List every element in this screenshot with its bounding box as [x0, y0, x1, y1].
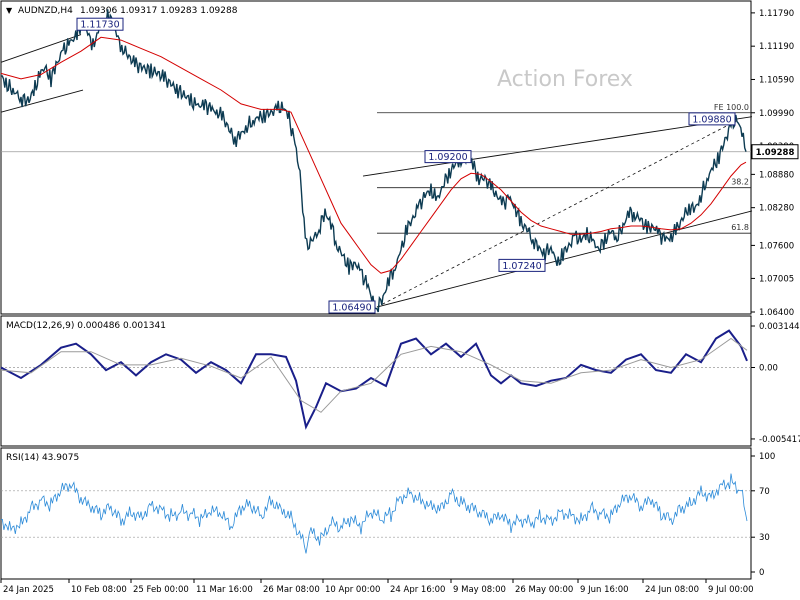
price-annotations: 1.11730 1.06490 1.09200 1.07240 1.09880 1.092…	[76, 17, 799, 314]
x-axis-label: 11 Mar 16:00	[196, 585, 253, 595]
x-axis-label: 10 Apr 00:00	[325, 585, 380, 595]
macd-line	[0, 329, 748, 430]
x-axis: 24 Jan 2025 10 Feb 08:00 25 Feb 00:00 11 Ma…	[0, 579, 754, 595]
watermark: Action Forex	[497, 67, 633, 92]
annotation-box	[328, 300, 376, 314]
macd-signal-line	[0, 337, 748, 413]
price-annotation: 1.09880	[688, 112, 736, 126]
collapse-arrow-icon[interactable]: ▼	[6, 6, 13, 15]
annotation-box	[424, 150, 472, 164]
price-y-tick-label: 1.09990	[759, 109, 794, 119]
annotation-text: 1.09880	[692, 114, 731, 125]
macd-panel-title: MACD(12,26,9) 0.000486 0.001341	[6, 321, 166, 331]
annotation-text: 1.09200	[428, 152, 467, 163]
annotation-box	[688, 112, 736, 126]
macd-y-tick-label: 0.00	[759, 363, 778, 373]
price-y-tick-label: 1.10590	[759, 75, 794, 85]
x-axis-label: 10 Feb 08:00	[71, 585, 127, 595]
price-annotation: 1.07240	[498, 258, 546, 272]
rsi-series	[0, 473, 748, 554]
moving-average-line	[0, 36, 747, 274]
price-panel[interactable]	[0, 0, 752, 315]
rsi-y-tick-label: 100	[759, 452, 775, 462]
macd-series	[0, 329, 748, 430]
x-axis-label: 26 Mar 08:00	[263, 585, 320, 595]
projection-dashed-line	[376, 120, 738, 308]
current-price-box	[751, 144, 799, 160]
rsi-y-tick-label: 0	[759, 568, 764, 578]
price-y-tick-label: 1.11790	[759, 9, 794, 19]
price-y-tick-label: 1.06400	[759, 308, 794, 318]
fib-level-label: 61.8	[731, 223, 749, 232]
current-price-tag: 1.09288	[751, 144, 799, 160]
annotation-text: 1.07240	[502, 261, 541, 272]
fib-level-label: FE 100.0	[714, 103, 749, 112]
rsi-panel[interactable]	[0, 447, 752, 580]
trend-channel-line	[0, 89, 84, 113]
rsi-y-tick-label: 30	[759, 533, 770, 543]
price-y-tick-label: 1.08280	[759, 204, 794, 214]
price-y-tick-label: 1.07600	[759, 241, 794, 251]
rsi-y-axis: 100 70 30 0	[1, 452, 775, 578]
macd-y-tick-label: 0.003144	[759, 322, 800, 332]
price-y-tick-label: 1.11190	[759, 42, 794, 52]
price-y-axis: 1.117901.111901.105901.099901.093901.088…	[751, 9, 794, 318]
x-axis-label: 24 Jun 08:00	[645, 585, 699, 595]
fib-level-label: 38.2	[731, 178, 749, 187]
x-axis-label: 26 May 00:00	[515, 585, 573, 595]
x-axis-label: 25 Feb 00:00	[133, 585, 189, 595]
annotation-box	[76, 17, 124, 31]
price-panel-title: AUDNZD,H4	[18, 6, 73, 16]
price-ohlc: 1.09306 1.09317 1.09283 1.09288	[80, 6, 238, 16]
price-y-tick-label: 1.07005	[759, 274, 794, 284]
x-axis-label: 9 May 08:00	[453, 585, 506, 595]
rsi-panel-title: RSI(14) 43.9075	[6, 453, 79, 463]
price-annotation: 1.09200	[424, 150, 472, 164]
trend-channel-line	[362, 116, 753, 177]
current-price-label: 1.09288	[756, 148, 795, 158]
price-y-tick-label: 1.08880	[759, 170, 794, 180]
trend-channel-line	[376, 210, 753, 308]
macd-y-tick-label: -0.005417	[759, 435, 800, 445]
annotation-box	[498, 258, 546, 272]
x-axis-label: 9 Jul 00:00	[708, 585, 754, 595]
rsi-y-tick-label: 70	[759, 487, 770, 497]
annotation-text: 1.06490	[332, 303, 371, 314]
x-axis-label: 24 Apr 16:00	[390, 585, 445, 595]
price-annotation: 1.06490	[328, 300, 376, 314]
rsi-line	[0, 473, 748, 554]
price-annotation: 1.11730	[76, 17, 124, 31]
x-axis-label: 9 Jun 16:00	[580, 585, 629, 595]
x-axis-label: 24 Jan 2025	[3, 585, 54, 595]
price-overlays: FE 100.0 38.2 61.8	[0, 34, 753, 308]
annotation-text: 1.11730	[80, 20, 119, 31]
